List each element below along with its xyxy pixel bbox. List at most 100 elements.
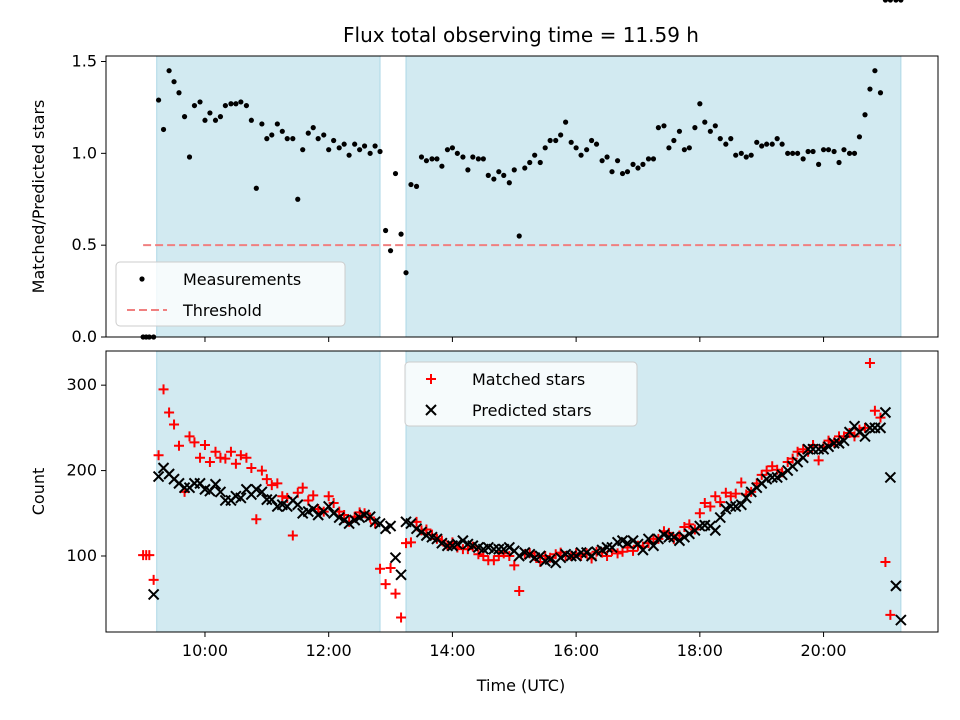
measurement-point [584, 147, 590, 153]
predicted-star-point [565, 550, 577, 562]
measurement-point [692, 125, 698, 131]
predicted-star-point [637, 544, 649, 556]
measurement-point [171, 79, 177, 85]
measurement-point [563, 119, 569, 125]
measurement-point [259, 121, 265, 127]
measurement-point [485, 172, 491, 178]
measurement-point [511, 167, 517, 173]
measurement-point [290, 136, 296, 142]
measurement-point [186, 154, 193, 160]
measurement-point [383, 227, 389, 234]
measurement-point [790, 150, 796, 156]
measurement-point [413, 183, 420, 189]
matched-star-point [328, 498, 339, 509]
matched-star-point [736, 477, 747, 488]
predicted-star-point [668, 531, 680, 543]
measurement-point [506, 180, 512, 186]
predicted-star-point [384, 520, 397, 532]
measurement-point [635, 165, 641, 171]
measurement-point [558, 132, 564, 138]
predicted-star-point [647, 540, 660, 552]
measurement-point [754, 139, 760, 145]
predicted-star-point [714, 511, 726, 524]
measurement-point [820, 147, 827, 153]
matched-star-point [602, 550, 613, 561]
matched-star-point [730, 488, 741, 499]
predicted-star-point [683, 528, 696, 540]
predicted-star-point [235, 492, 247, 504]
matched-star-point [266, 480, 277, 491]
matched-star-point [869, 405, 880, 416]
predicted-star-point [725, 500, 737, 513]
measurement-point [553, 137, 559, 144]
measurement-point [645, 156, 652, 162]
measurement-point [712, 123, 718, 129]
matched-star-point [875, 412, 886, 423]
measurement-point [733, 152, 739, 158]
x-tick-label: 14:00 [429, 641, 475, 660]
measurement-point [898, 0, 904, 3]
predicted-star-point [735, 499, 747, 511]
measurement-point [831, 148, 837, 155]
measurement-point [496, 169, 502, 175]
matched-star-point [287, 530, 298, 541]
axes-frame [105, 55, 939, 338]
measurement-point [723, 141, 729, 147]
matched-star-point [225, 446, 236, 457]
measurement-point [681, 147, 687, 153]
measurement-point [212, 117, 219, 123]
matched-star-point [792, 446, 803, 457]
measurement-point [295, 196, 301, 202]
predicted-star-point [890, 580, 902, 592]
measurement-point [794, 150, 801, 156]
predicted-star-point [261, 493, 273, 506]
predicted-star-point [601, 541, 613, 554]
measurement-point [367, 150, 373, 156]
measurement-point [155, 97, 162, 103]
predicted-star-point [493, 543, 505, 555]
measurement-point [491, 176, 497, 182]
measurement-point [785, 150, 791, 156]
y-axis-label: Matched/Predicted stars [29, 100, 48, 294]
matched-star-point [885, 609, 896, 620]
measurement-point [434, 156, 440, 162]
measurement-point [887, 0, 893, 3]
y-tick-label: 1.5 [72, 52, 97, 71]
matched-star-point [509, 560, 520, 571]
observing-span-1 [156, 350, 381, 633]
predicted-star-point [152, 470, 165, 483]
matched-star-point [540, 550, 551, 561]
measurement-point [836, 159, 842, 166]
measurement-point [181, 114, 188, 120]
predicted-star-point [812, 443, 825, 455]
matched-star-point [204, 457, 215, 468]
x-tick-label: 12:00 [306, 641, 352, 660]
matched-star-point [385, 562, 396, 573]
matched-star-point [144, 550, 155, 561]
predicted-star-point [879, 406, 892, 419]
y-tick-label: 300 [66, 375, 97, 394]
x-axis-label: Time (UTC) [476, 676, 565, 695]
predicted-star-point [627, 534, 639, 547]
measurement-point [609, 169, 615, 175]
measurement-point [357, 147, 363, 153]
measurement-point [331, 137, 337, 144]
matched-star-point [390, 588, 401, 599]
matched-star-point [261, 474, 272, 485]
matched-star-point [375, 563, 386, 574]
matched-star-point [173, 440, 184, 451]
measurement-point [233, 101, 239, 107]
measurement-point [779, 141, 785, 147]
predicted-star-point [864, 422, 876, 434]
predicted-star-point [642, 533, 655, 545]
measurement-point [392, 170, 399, 177]
measurement-point [825, 147, 832, 153]
measurement-point [588, 137, 595, 144]
matched-star-point [297, 482, 308, 493]
measurement-point [547, 137, 553, 144]
predicted-star-point [524, 548, 536, 560]
predicted-star-point [209, 478, 222, 490]
measurement-point [630, 161, 636, 167]
predicted-star-point [214, 486, 227, 498]
matched-star-point [308, 490, 319, 501]
